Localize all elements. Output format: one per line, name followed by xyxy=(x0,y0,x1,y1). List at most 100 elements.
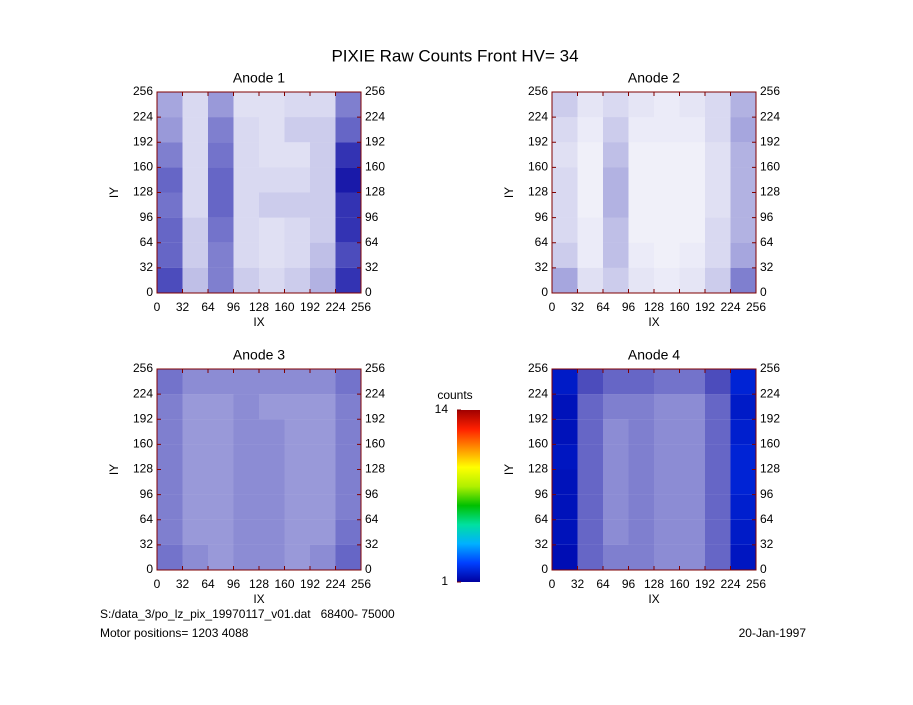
heat-cell xyxy=(603,369,629,395)
y-tick-label: 128 xyxy=(528,185,548,199)
heat-cell xyxy=(705,117,731,143)
heat-cell xyxy=(730,494,756,520)
heat-cell xyxy=(233,117,259,143)
heat-cell xyxy=(577,92,603,118)
heat-cell xyxy=(679,419,705,445)
y-tick-label: 64 xyxy=(140,512,154,526)
x-tick-label: 224 xyxy=(325,300,345,314)
heat-cell xyxy=(628,469,654,495)
heat-cell xyxy=(577,469,603,495)
motor-info: Motor positions= 1203 4088 xyxy=(100,626,249,640)
heat-cell xyxy=(705,167,731,193)
heat-cell xyxy=(259,242,285,268)
heat-cell xyxy=(577,419,603,445)
heat-cell xyxy=(182,544,208,570)
heat-cell xyxy=(335,217,361,243)
y-tick-label: 0 xyxy=(146,285,153,299)
heat-cell xyxy=(157,267,183,293)
y2-tick-label: 64 xyxy=(365,235,379,249)
y-tick-label: 256 xyxy=(133,361,153,375)
heat-cell xyxy=(628,419,654,445)
y2-tick-label: 192 xyxy=(365,411,385,425)
heat-cell xyxy=(335,267,361,293)
x-tick-label: 160 xyxy=(669,577,689,591)
heat-cell xyxy=(552,394,578,420)
y2-tick-label: 128 xyxy=(365,185,385,199)
heat-cell xyxy=(603,519,629,545)
y-tick-label: 64 xyxy=(535,235,549,249)
panel-title: Anode 1 xyxy=(233,70,285,86)
heat-cell xyxy=(730,117,756,143)
y-tick-label: 256 xyxy=(528,361,548,375)
heat-cell xyxy=(654,242,680,268)
x-tick-label: 64 xyxy=(201,577,215,591)
y2-tick-label: 192 xyxy=(760,134,780,148)
heat-cell xyxy=(259,519,285,545)
y2-tick-label: 0 xyxy=(760,562,767,576)
y-tick-label: 224 xyxy=(528,386,548,400)
heat-cell xyxy=(603,444,629,470)
heat-cell xyxy=(603,192,629,218)
y-tick-label: 224 xyxy=(528,109,548,123)
heat-cell xyxy=(577,519,603,545)
x-tick-label: 192 xyxy=(695,577,715,591)
y-tick-label: 192 xyxy=(528,411,548,425)
y2-tick-label: 96 xyxy=(365,487,379,501)
heat-cell xyxy=(310,242,336,268)
heat-cell xyxy=(705,192,731,218)
heat-cell xyxy=(628,92,654,118)
heat-cell xyxy=(233,494,259,520)
heat-cell xyxy=(705,519,731,545)
heat-cell xyxy=(259,544,285,570)
heat-cell xyxy=(335,242,361,268)
y2-tick-label: 192 xyxy=(760,411,780,425)
y-tick-label: 64 xyxy=(140,235,154,249)
heat-cell xyxy=(679,242,705,268)
colorbar-tick-label: 14 xyxy=(435,402,449,416)
heat-cell xyxy=(157,419,183,445)
y-tick-label: 128 xyxy=(133,185,153,199)
x-tick-label: 32 xyxy=(571,577,585,591)
heat-cell xyxy=(552,419,578,445)
heat-cell xyxy=(679,369,705,395)
heat-cell xyxy=(182,369,208,395)
heat-cell xyxy=(577,267,603,293)
x-tick-label: 32 xyxy=(176,300,190,314)
heat-cell xyxy=(705,242,731,268)
y2-tick-label: 160 xyxy=(760,160,780,174)
heat-cell xyxy=(157,192,183,218)
heat-cell xyxy=(208,394,234,420)
heat-cell xyxy=(182,419,208,445)
x-tick-label: 0 xyxy=(154,577,161,591)
heat-cell xyxy=(577,544,603,570)
heat-cell xyxy=(284,419,310,445)
heat-cell xyxy=(628,394,654,420)
heat-cell xyxy=(705,469,731,495)
heat-cell xyxy=(310,267,336,293)
heat-cell xyxy=(284,217,310,243)
y2-tick-label: 32 xyxy=(365,537,379,551)
y-tick-label: 256 xyxy=(133,84,153,98)
y2-tick-label: 256 xyxy=(365,84,385,98)
y-tick-label: 128 xyxy=(528,462,548,476)
x-tick-label: 64 xyxy=(596,577,610,591)
colorbar-label: counts xyxy=(437,388,472,402)
y2-tick-label: 128 xyxy=(760,185,780,199)
x-axis-label: IX xyxy=(253,315,264,329)
heat-cell xyxy=(259,117,285,143)
heat-cell xyxy=(259,92,285,118)
heat-cell xyxy=(310,444,336,470)
y-tick-label: 192 xyxy=(528,134,548,148)
x-tick-label: 0 xyxy=(549,577,556,591)
y2-tick-label: 64 xyxy=(760,235,774,249)
heat-cell xyxy=(335,444,361,470)
heat-cell xyxy=(679,519,705,545)
y-tick-label: 0 xyxy=(146,562,153,576)
heat-cell xyxy=(208,419,234,445)
heat-cell xyxy=(654,92,680,118)
heat-cell xyxy=(182,519,208,545)
heat-cell xyxy=(233,167,259,193)
heat-cell xyxy=(233,92,259,118)
heat-cell xyxy=(679,167,705,193)
heat-cell xyxy=(705,92,731,118)
